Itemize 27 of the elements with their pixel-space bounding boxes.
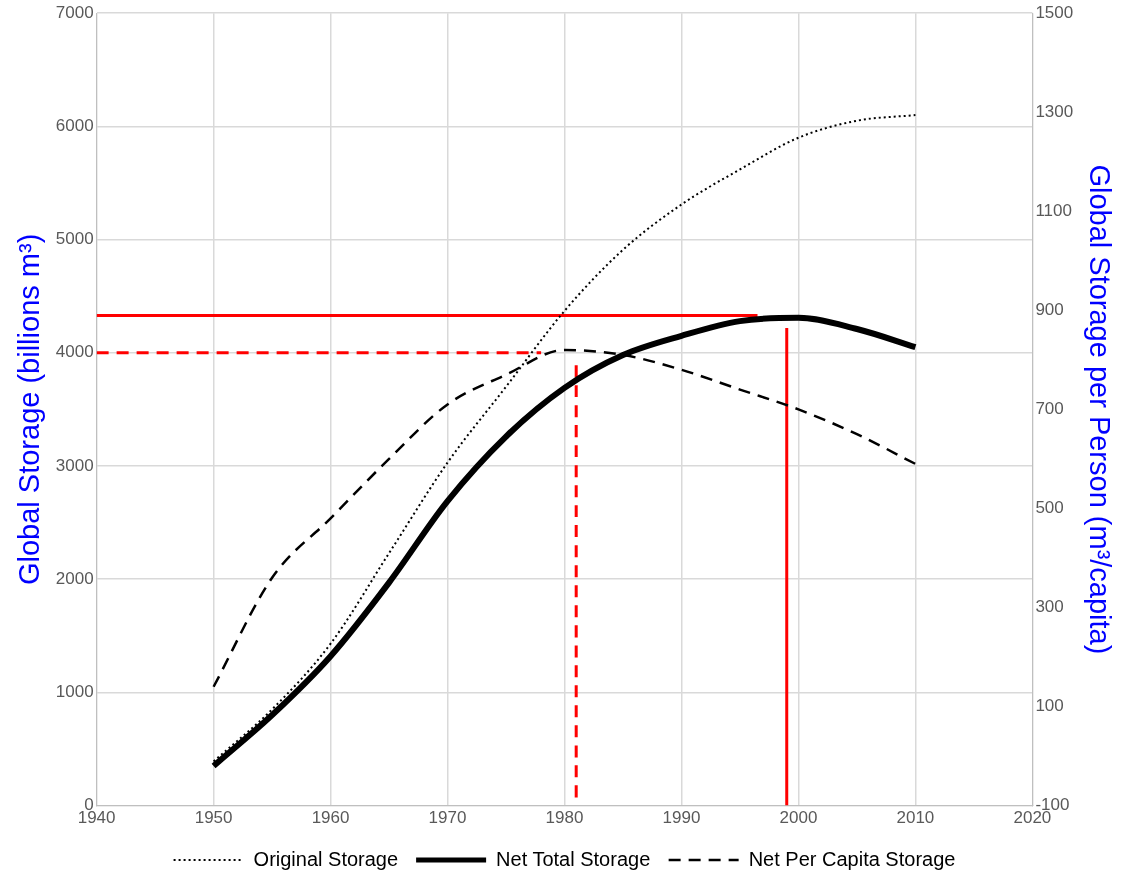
legend-label: Net Total Storage bbox=[496, 847, 651, 870]
y2-tick-label: 1100 bbox=[1035, 200, 1072, 220]
y2-axis-title: Global Storage per Person (m³/capita) bbox=[1083, 164, 1116, 655]
x-tick-label: 1960 bbox=[311, 808, 350, 828]
y-tick-label: 4000 bbox=[55, 342, 94, 362]
y-tick-label: 3000 bbox=[55, 455, 94, 475]
y-tick-label: 7000 bbox=[55, 2, 94, 22]
y2-tick-label: 1500 bbox=[1035, 2, 1074, 22]
x-tick-label: 1980 bbox=[545, 808, 584, 828]
y2-tick-label: 100 bbox=[1035, 696, 1064, 716]
y-tick-label: 1000 bbox=[55, 682, 94, 702]
x-tick-label: 1990 bbox=[662, 808, 701, 828]
x-tick-label: 2000 bbox=[779, 808, 818, 828]
legend-label: Net Per Capita Storage bbox=[748, 847, 956, 870]
x-tick-label: 2010 bbox=[896, 808, 935, 828]
y2-tick-label: 1300 bbox=[1035, 101, 1074, 121]
legend-label: Original Storage bbox=[253, 847, 399, 870]
y-tick-label: 6000 bbox=[55, 116, 94, 136]
y2-tick-label: 700 bbox=[1035, 399, 1064, 419]
y2-tick-label: 300 bbox=[1035, 597, 1064, 617]
x-tick-label: 1950 bbox=[194, 808, 233, 828]
y2-tick-label: 500 bbox=[1035, 498, 1064, 518]
y2-tick-label: 900 bbox=[1035, 300, 1064, 320]
x-tick-label: 1970 bbox=[428, 808, 467, 828]
y-tick-label: 5000 bbox=[55, 229, 94, 249]
y-tick-label: 2000 bbox=[55, 568, 94, 588]
y-axis-title: Global Storage (billions m³) bbox=[13, 233, 46, 586]
